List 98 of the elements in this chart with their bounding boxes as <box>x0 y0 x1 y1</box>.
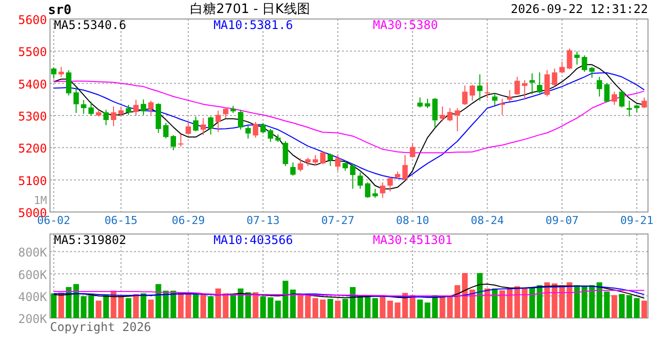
text: MA30:5380 <box>372 18 438 32</box>
chart-title: 白糖2701 - 日K线图 <box>190 2 310 17</box>
y-tick-label: 5400 <box>18 77 47 92</box>
candlestick <box>290 162 296 176</box>
candlestick <box>260 122 266 134</box>
candlestick <box>484 82 490 99</box>
y-tick-label: 400K <box>18 290 48 304</box>
y-tick-label: 600K <box>18 268 48 282</box>
candlestick <box>88 101 94 116</box>
candlestick <box>51 67 56 80</box>
candlestick <box>126 104 132 116</box>
y-tick-label: 5300 <box>18 110 47 124</box>
x-tick-label: 08-10 <box>396 214 430 227</box>
text: MA30:451301 <box>372 233 452 247</box>
candlestick <box>178 134 184 148</box>
candlestick <box>559 61 565 74</box>
candlestick <box>73 87 79 114</box>
candlestick <box>200 118 206 136</box>
candlestick <box>163 122 169 139</box>
candlestick <box>544 70 550 98</box>
candlestick <box>133 99 139 116</box>
candlestick <box>80 100 86 114</box>
candlestick <box>140 98 146 116</box>
candlestick <box>170 134 176 151</box>
candlestick <box>245 124 251 140</box>
candlestick <box>215 110 221 132</box>
candlestick <box>103 109 109 126</box>
candlestick <box>417 96 423 108</box>
text: Copyright 2026 <box>50 320 152 334</box>
candlestick <box>342 160 348 172</box>
candlestick <box>566 48 572 70</box>
x-tick-label: 08-24 <box>470 214 504 227</box>
candlestick <box>454 108 460 132</box>
candlestick <box>320 151 326 165</box>
candlestick <box>328 152 334 166</box>
candlestick <box>447 108 453 122</box>
candlestick <box>110 106 116 127</box>
candlestick <box>58 66 64 78</box>
candlestick <box>66 70 72 96</box>
candlestick <box>387 176 393 192</box>
candlestick <box>350 164 356 190</box>
candlestick <box>514 76 520 96</box>
candlestick <box>462 85 468 106</box>
y-tick-label: 800K <box>18 246 48 260</box>
candlestick <box>604 82 610 103</box>
candlestick <box>298 158 304 172</box>
text: sr0 <box>48 3 72 18</box>
candlestick <box>282 140 288 166</box>
candlestick <box>364 182 370 198</box>
candlestick <box>238 109 244 130</box>
y-tick-label: 200K <box>18 312 48 326</box>
candlestick <box>589 66 595 78</box>
y-tick-label: 5500 <box>18 45 47 60</box>
text: MA5:319802 <box>54 233 126 247</box>
candlestick <box>536 72 542 94</box>
candlestick <box>507 90 512 102</box>
candlestick <box>402 154 408 181</box>
text: 2026-09-22 12:31:22 <box>510 2 648 16</box>
candlestick <box>522 80 528 100</box>
x-tick-label: 07-13 <box>246 214 280 227</box>
candlestick <box>252 121 258 138</box>
candlestick <box>312 154 318 166</box>
y-tick-label: 5200 <box>18 142 47 156</box>
candlestick <box>500 98 505 116</box>
candlestick <box>335 154 340 172</box>
candlestick <box>410 142 416 158</box>
x-tick-label: 06-15 <box>104 214 138 227</box>
candlestick <box>642 96 647 109</box>
text: 1M <box>34 194 48 207</box>
candlestick <box>552 68 558 88</box>
x-tick-label: 09-21 <box>620 214 654 227</box>
x-tick-label: 09-07 <box>545 214 579 227</box>
candlestick <box>612 91 618 106</box>
y-tick-label: 5100 <box>18 174 47 188</box>
candlestick <box>440 106 446 122</box>
candlestick <box>148 100 154 116</box>
candlestick <box>582 54 588 72</box>
text: MA10:5381.6 <box>213 18 293 32</box>
candlestick <box>470 84 476 102</box>
candlestick <box>529 72 535 95</box>
candlestick <box>477 74 483 102</box>
candlestick <box>222 106 228 119</box>
candlestick <box>432 98 438 129</box>
x-tick-label: 06-29 <box>172 214 205 227</box>
candlestick <box>574 50 580 66</box>
text: MA10:403566 <box>213 233 293 247</box>
candlestick <box>186 121 191 135</box>
text: MA5:5340.6 <box>54 18 126 32</box>
candlestick <box>193 116 198 132</box>
candlestick <box>208 116 214 135</box>
candlestick <box>619 90 625 108</box>
x-tick-label: 07-27 <box>321 214 354 227</box>
candlestick <box>596 76 602 98</box>
y-tick-label: 5600 <box>18 13 47 27</box>
candlestick <box>358 172 363 190</box>
candlestick <box>492 92 498 106</box>
candlestick <box>626 100 632 117</box>
candlestick <box>380 182 386 198</box>
